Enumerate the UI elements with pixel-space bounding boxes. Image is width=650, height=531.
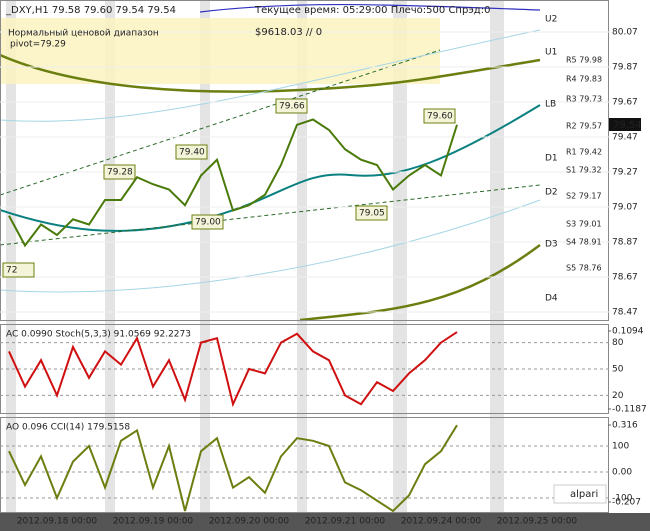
pivot-label: R5 79.98 [566,56,602,65]
subtitle: Текущее время: 05:29:00 Плечо:500 Спрэд:… [254,5,490,16]
panel-title: AO 0.096 CCI(14) 179.5158 [6,423,130,433]
time-axis-bar [0,513,650,531]
annotation-box [191,214,224,230]
range-note: Нормальный ценовой диапазон [8,29,159,39]
y-tick-label: 79.47 [612,133,638,143]
y-tick-label: -100 [612,494,633,504]
y2-tick-label: 0.1094 [612,327,644,337]
y-tick-label: 80.07 [612,28,638,38]
pivot-label: R1 79.42 [566,148,602,157]
range-note: pivot=79.29 [10,40,66,50]
brand-box [553,484,607,504]
range-zone [0,18,440,84]
level-label: U2 [545,15,557,25]
pivot-label: R4 79.83 [566,75,602,84]
x-tick-label: 2012.09.18 00:00 [17,517,98,527]
level-label: D3 [545,240,558,250]
last-price: 79.54 [613,120,642,131]
level-label: U1 [545,48,557,58]
pivot-label: S1 79.32 [566,166,602,175]
level-label: D1 [545,154,558,164]
y2-tick-label: 0.316 [612,421,638,431]
series-line [8,331,458,408]
level-label: D2 [545,188,558,198]
annotation: 72 [6,266,17,276]
y-tick-label: 79.67 [612,98,638,108]
price-box [609,118,641,131]
stripes [6,0,504,513]
annotation: 79.40 [179,148,205,158]
y-tick-label: 78.47 [612,308,638,318]
annotation-box [175,144,208,160]
pivot-label: S3 79.01 [566,220,602,229]
annotation-box [355,205,388,221]
layer: 80.07 79.87 79.67 79.47 79.27 79.07 78.87 78.67… [0,15,647,527]
annotation: 79.60 [427,112,453,122]
y-tick-label: 78.87 [612,238,638,248]
y-tick-label: 0.00 [612,468,632,478]
y2-tick-label: -0.207 [612,498,641,508]
y-tick-label: 79.27 [612,168,638,178]
level-label: LB [545,100,556,110]
y2-tick-label: -0.1187 [612,405,647,415]
account: $9618.03 // 0 [255,27,322,38]
x-tick-label: 2012.09.21 00:00 [305,517,386,527]
pivot-label: R3 79.73 [566,95,602,104]
annotation-box [275,98,308,114]
x-tick-label: 2012.09.24 00:00 [401,517,482,527]
annotation-box [2,262,35,278]
pivot-label: R2 79.57 [566,122,602,131]
level-label: D4 [545,294,558,304]
y-tick-label: 100 [612,442,629,452]
panel-title: AC 0.0990 Stoch(5,3,3) 91.0569 92.2273 [6,330,191,340]
x-tick-label: 2012.09.20 00:00 [209,517,290,527]
y-tick-label: 50 [612,365,624,375]
annotation: 79.28 [107,168,133,178]
x-tick-label: 2012.09.19 00:00 [113,517,194,527]
y-tick-label: 79.87 [612,63,638,73]
y-tick-label: 80 [612,338,624,348]
pivot-label: S2 79.17 [566,192,602,201]
annotation: 79.05 [359,209,385,219]
brand: alpari [570,489,598,500]
annotation: 79.00 [195,218,221,228]
annotation-box [423,108,456,124]
pivot-label: S4 78.91 [566,238,602,247]
channels [0,3,541,322]
chart-title: _DXY,H1 79.58 79.60 79.54 79.54 [5,5,176,16]
pivot-label: S5 78.76 [566,264,602,273]
y-tick-label: 79.07 [612,203,638,213]
y-tick-label: 20 [612,391,624,401]
x-tick-label: 2012.09.25 00:00 [497,517,578,527]
annotation: 79.66 [279,102,305,112]
series-line [8,118,458,248]
y-tick-label: 78.67 [612,273,638,283]
annotation-box [103,164,136,180]
series-line [8,424,458,513]
